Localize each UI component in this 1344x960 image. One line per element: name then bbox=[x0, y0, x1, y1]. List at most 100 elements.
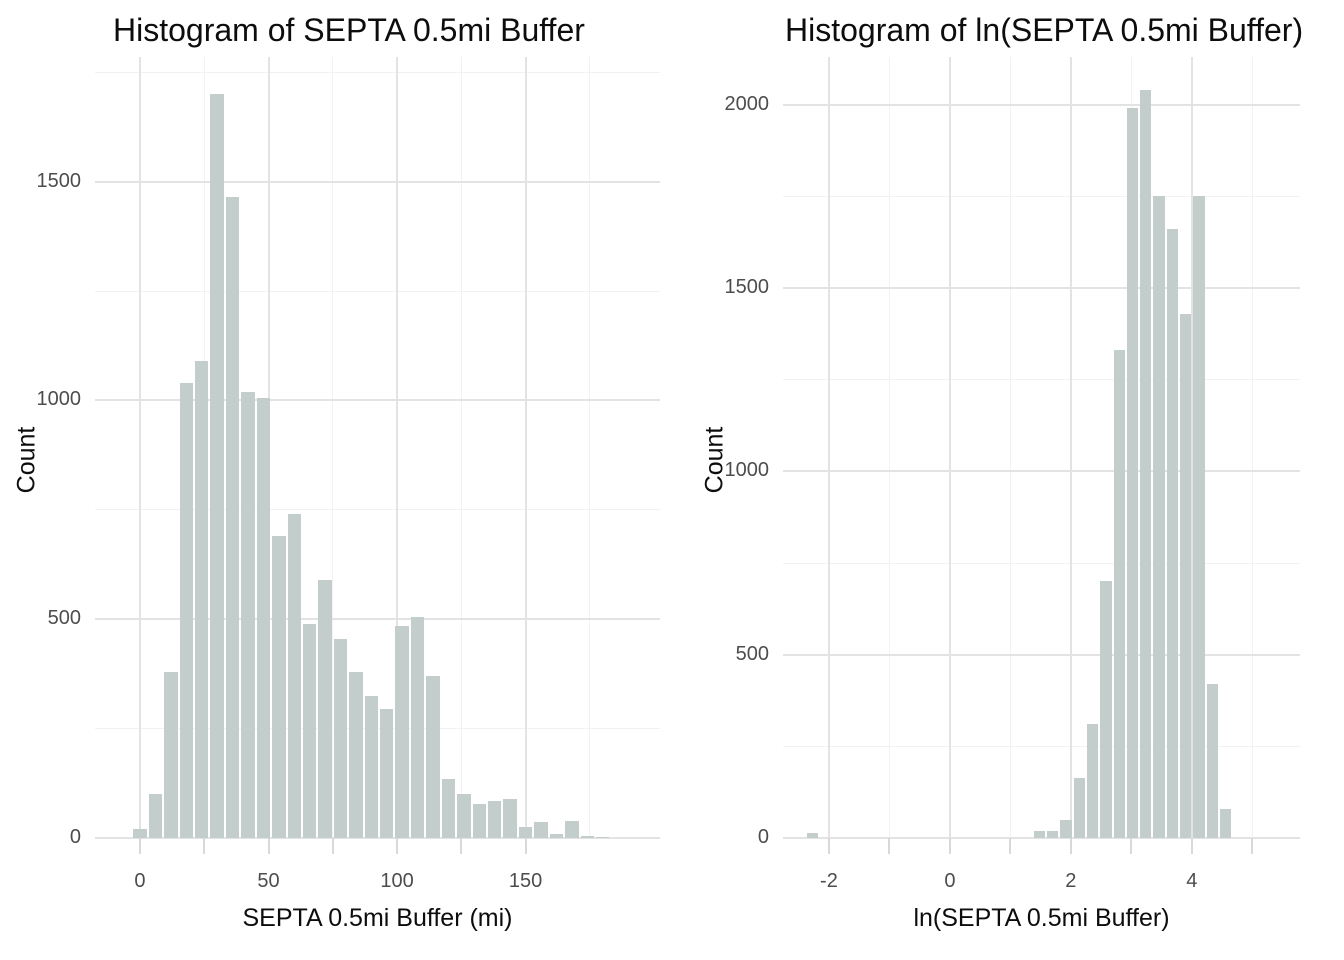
axis-tick bbox=[1069, 838, 1072, 854]
major-gridline-vertical bbox=[524, 57, 527, 838]
major-gridline-horizontal bbox=[95, 837, 660, 839]
histogram-bar bbox=[1153, 196, 1165, 838]
histogram-bar bbox=[1126, 108, 1139, 838]
minor-gridline-horizontal bbox=[783, 745, 1300, 747]
y-tick-label: 500 bbox=[47, 607, 81, 630]
x-tick-label: 0 bbox=[944, 870, 956, 892]
minor-gridline-horizontal bbox=[95, 290, 660, 292]
plot-panel: 0 50 100 150 0 500 1000 1500 bbox=[37, 57, 660, 892]
y-tick-label: 1500 bbox=[36, 169, 82, 192]
histogram-bar bbox=[518, 827, 533, 838]
histogram-bar bbox=[133, 829, 147, 838]
x-tick-label: 4 bbox=[1186, 870, 1198, 892]
minor-gridline-horizontal bbox=[783, 562, 1300, 564]
x-tick-label: 100 bbox=[380, 870, 414, 892]
minor-gridline-horizontal bbox=[783, 195, 1300, 197]
histogram-bar bbox=[148, 794, 163, 838]
minor-gridline-vertical bbox=[589, 57, 591, 838]
y-tick-label: 1000 bbox=[36, 388, 82, 411]
major-gridline-vertical bbox=[827, 57, 830, 838]
histogram-bar bbox=[395, 625, 409, 838]
histogram-bar bbox=[595, 837, 610, 838]
axis-tick bbox=[267, 838, 270, 854]
major-gridline-vertical bbox=[138, 57, 141, 838]
y-tick-label: 0 bbox=[757, 826, 769, 848]
histogram-bar bbox=[380, 708, 394, 838]
histogram-bar bbox=[1206, 684, 1218, 838]
axis-tick bbox=[331, 838, 334, 854]
plot-panel: -2 0 2 4 0 500 1000 1500 2000 bbox=[725, 57, 1300, 892]
histogram-bar bbox=[333, 638, 348, 838]
histogram-bar bbox=[179, 382, 193, 838]
minor-gridline-vertical bbox=[332, 57, 334, 838]
histogram-bar bbox=[1113, 350, 1125, 838]
major-gridline-horizontal bbox=[95, 618, 660, 621]
chart-title: Histogram of ln(SEPTA 0.5mi Buffer) bbox=[785, 12, 1304, 48]
axis-tick bbox=[1009, 838, 1012, 854]
x-tick-label: -2 bbox=[820, 870, 838, 892]
minor-gridline-horizontal bbox=[783, 379, 1300, 381]
minor-gridline-vertical bbox=[460, 57, 462, 838]
y-tick-label: 1500 bbox=[724, 276, 770, 298]
y-tick-label: 0 bbox=[69, 826, 81, 848]
histogram-bar bbox=[503, 799, 517, 838]
histogram-bar bbox=[225, 197, 240, 838]
histogram-bar bbox=[1166, 229, 1179, 838]
y-tick-label: 2000 bbox=[724, 92, 770, 115]
x-tick-label: 0 bbox=[134, 870, 146, 892]
histogram-bar bbox=[1140, 90, 1152, 838]
x-tick-label: 150 bbox=[508, 870, 543, 892]
histogram-bar bbox=[1100, 581, 1112, 838]
major-gridline-horizontal bbox=[783, 470, 1300, 473]
histogram-bar bbox=[488, 800, 502, 838]
axis-tick bbox=[948, 838, 951, 854]
histogram-bar bbox=[806, 832, 819, 838]
histogram-bar bbox=[272, 536, 286, 838]
axis-tick bbox=[827, 838, 830, 854]
histogram-bar bbox=[302, 623, 317, 838]
histogram-bar bbox=[441, 778, 456, 838]
histogram-bar bbox=[1073, 777, 1085, 838]
major-gridline-horizontal bbox=[783, 653, 1300, 656]
histogram-bar bbox=[1033, 830, 1046, 838]
x-tick-label: 50 bbox=[257, 870, 280, 892]
axis-tick bbox=[524, 838, 527, 854]
histogram-bar bbox=[580, 835, 594, 838]
minor-gridline-vertical bbox=[888, 57, 890, 838]
histogram-bar bbox=[1219, 808, 1232, 838]
histogram-bar bbox=[256, 398, 271, 838]
major-gridline-vertical bbox=[1190, 57, 1193, 838]
histogram-bar bbox=[287, 514, 301, 838]
major-gridline-vertical bbox=[948, 57, 951, 838]
axis-tick bbox=[888, 838, 891, 854]
histogram-bar bbox=[472, 803, 486, 838]
axis-tick bbox=[203, 838, 206, 854]
histogram-bar bbox=[457, 794, 471, 838]
histogram-bar bbox=[349, 671, 363, 838]
histogram-bar bbox=[194, 361, 209, 838]
y-axis-title: Count bbox=[12, 426, 41, 493]
minor-gridline-horizontal bbox=[95, 71, 660, 73]
y-tick-label: 1000 bbox=[724, 459, 770, 482]
histogram-bar bbox=[1086, 724, 1099, 838]
chart-title: Histogram of SEPTA 0.5mi Buffer bbox=[113, 12, 585, 48]
major-gridline-horizontal bbox=[95, 399, 660, 402]
minor-gridline-vertical bbox=[1009, 57, 1011, 838]
histogram-bar bbox=[1060, 819, 1072, 838]
major-gridline-horizontal bbox=[783, 287, 1300, 289]
histogram-bar bbox=[1180, 313, 1192, 838]
histogram-bar bbox=[549, 834, 564, 838]
histogram-bar bbox=[410, 617, 425, 838]
histogram-bar bbox=[534, 821, 548, 838]
histogram-bar bbox=[241, 391, 255, 838]
minor-gridline-vertical bbox=[1251, 57, 1253, 838]
axis-tick bbox=[1130, 838, 1133, 854]
histogram-bar bbox=[1193, 196, 1205, 838]
x-tick-label: 2 bbox=[1065, 870, 1077, 892]
major-gridline-horizontal bbox=[783, 103, 1300, 106]
histogram-bar bbox=[1047, 831, 1059, 838]
histogram-bar bbox=[210, 94, 224, 838]
minor-gridline-horizontal bbox=[95, 509, 660, 511]
histogram-bar bbox=[318, 579, 332, 838]
